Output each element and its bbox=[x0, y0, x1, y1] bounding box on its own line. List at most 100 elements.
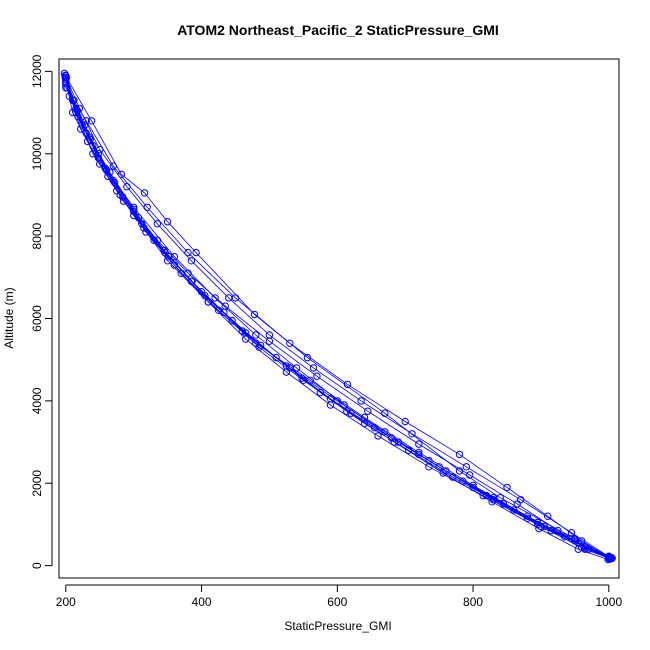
data-point bbox=[65, 92, 73, 100]
data-point bbox=[439, 469, 447, 477]
data-point bbox=[138, 220, 146, 228]
y-tick-label: 12000 bbox=[30, 54, 44, 88]
data-point bbox=[544, 512, 552, 520]
data-point bbox=[510, 506, 518, 514]
series-line bbox=[65, 83, 609, 560]
data-point bbox=[309, 364, 318, 372]
data-point bbox=[256, 341, 265, 349]
data-point bbox=[303, 353, 312, 362]
data-point bbox=[184, 248, 192, 257]
series-layer bbox=[60, 69, 616, 564]
data-point bbox=[408, 430, 416, 438]
data-point bbox=[94, 150, 103, 158]
data-point bbox=[119, 193, 127, 201]
series-line bbox=[68, 95, 610, 558]
y-tick-label: 0 bbox=[30, 562, 44, 569]
data-point bbox=[604, 555, 612, 564]
data-point bbox=[86, 135, 94, 144]
data-point bbox=[374, 432, 382, 440]
y-tick-label: 4000 bbox=[30, 387, 44, 414]
series-6 bbox=[62, 84, 613, 562]
data-point bbox=[343, 407, 351, 415]
series-8 bbox=[61, 71, 614, 563]
series-10 bbox=[62, 73, 613, 560]
data-point bbox=[390, 438, 398, 446]
series-line bbox=[64, 73, 610, 557]
data-point bbox=[211, 294, 219, 302]
data-point bbox=[489, 494, 498, 502]
data-point bbox=[252, 331, 260, 339]
data-point bbox=[73, 106, 82, 115]
data-point bbox=[265, 337, 274, 345]
series-line bbox=[65, 87, 610, 558]
series-line bbox=[64, 77, 609, 558]
series-12 bbox=[62, 80, 612, 564]
data-point bbox=[163, 218, 172, 226]
data-point bbox=[394, 438, 403, 446]
data-point bbox=[117, 170, 126, 179]
data-point bbox=[503, 483, 511, 492]
data-point bbox=[466, 471, 474, 479]
data-point bbox=[415, 440, 423, 448]
data-point bbox=[143, 203, 151, 212]
data-point bbox=[298, 374, 306, 382]
data-point bbox=[462, 463, 470, 471]
x-tick-label: 800 bbox=[463, 595, 483, 609]
data-point bbox=[357, 397, 365, 405]
y-tick-label: 10000 bbox=[30, 137, 44, 171]
data-point bbox=[87, 117, 96, 125]
data-point bbox=[488, 498, 496, 506]
x-axis: 200 400 600 800 1000 bbox=[56, 584, 622, 609]
data-point bbox=[153, 220, 162, 228]
data-point bbox=[605, 552, 613, 560]
data-point bbox=[188, 277, 196, 286]
y-axis-label: Altitude (m) bbox=[2, 287, 16, 348]
plot-frame bbox=[58, 58, 620, 579]
data-point bbox=[360, 413, 369, 422]
y-axis: 0 2000 4000 6000 8000 10000 12000 bbox=[30, 54, 53, 569]
data-point bbox=[101, 164, 109, 172]
data-point bbox=[165, 253, 173, 261]
x-axis-label: StaticPressure_GMI bbox=[284, 619, 391, 633]
series-line bbox=[66, 87, 612, 559]
data-point bbox=[250, 310, 259, 319]
data-point bbox=[535, 524, 543, 533]
data-point bbox=[574, 545, 582, 553]
data-point bbox=[364, 407, 372, 415]
data-point bbox=[89, 141, 97, 150]
x-tick-label: 1000 bbox=[595, 595, 622, 609]
data-point bbox=[401, 417, 409, 426]
x-tick-label: 200 bbox=[56, 595, 76, 609]
data-point bbox=[170, 253, 179, 261]
data-point bbox=[62, 80, 70, 88]
y-tick-label: 8000 bbox=[30, 222, 44, 249]
data-point bbox=[220, 308, 228, 316]
data-point bbox=[299, 376, 308, 384]
data-point bbox=[201, 292, 209, 300]
data-point bbox=[381, 409, 389, 417]
x-tick-label: 600 bbox=[327, 595, 347, 609]
chart-title: ATOM2 Northeast_Pacific_2 StaticPressure… bbox=[177, 22, 499, 38]
data-point bbox=[68, 108, 77, 117]
data-point bbox=[63, 84, 71, 92]
data-point bbox=[242, 329, 250, 337]
data-point bbox=[455, 467, 464, 475]
data-point bbox=[347, 409, 355, 417]
data-point bbox=[286, 339, 294, 347]
data-point bbox=[187, 257, 196, 265]
data-point bbox=[228, 316, 236, 325]
series-line bbox=[64, 75, 611, 559]
x-tick-label: 400 bbox=[192, 595, 212, 609]
data-point bbox=[313, 372, 321, 380]
data-point bbox=[161, 248, 169, 257]
y-tick-label: 2000 bbox=[30, 470, 44, 497]
y-tick-label: 6000 bbox=[30, 305, 44, 332]
data-point bbox=[192, 248, 200, 257]
data-point bbox=[61, 71, 69, 80]
data-point bbox=[455, 450, 464, 459]
data-point bbox=[571, 537, 579, 545]
series-line bbox=[66, 77, 609, 557]
data-point bbox=[140, 189, 149, 197]
